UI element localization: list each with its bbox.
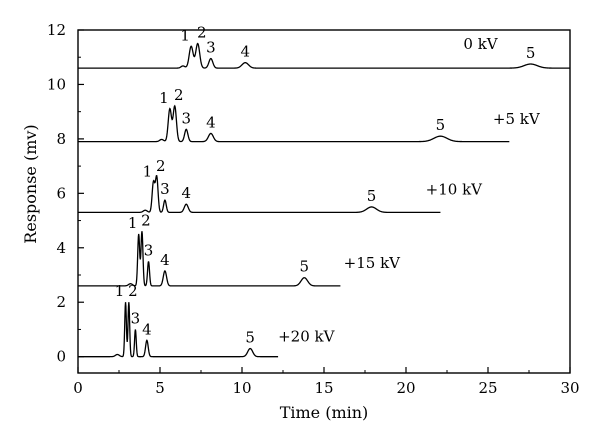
peak-label: 5 xyxy=(300,258,310,276)
peak-label: 1 xyxy=(143,162,153,180)
peak-label: 5 xyxy=(367,187,377,205)
y-tick-label: 2 xyxy=(56,293,66,311)
y-tick-label: 4 xyxy=(56,239,66,257)
y-tick-label: 0 xyxy=(56,348,66,366)
trace-line xyxy=(78,174,441,214)
peak-label: 3 xyxy=(144,241,154,259)
peak-label: 3 xyxy=(181,109,191,127)
trace-label: +5 kV xyxy=(493,110,541,128)
trace-label: +15 kV xyxy=(344,254,402,272)
trace-label: 0 kV xyxy=(463,35,498,53)
y-tick-label: 6 xyxy=(56,184,66,202)
trace-label: +20 kV xyxy=(278,328,336,346)
peak-label: 4 xyxy=(206,113,216,131)
peak-label: 2 xyxy=(141,211,151,229)
peak-label: 5 xyxy=(436,116,446,134)
peak-label: 4 xyxy=(241,43,251,61)
peak-label: 2 xyxy=(156,157,166,175)
peak-label: 5 xyxy=(245,329,255,347)
y-tick-label: 10 xyxy=(47,75,66,93)
peak-label: 1 xyxy=(180,26,190,44)
peak-label: 2 xyxy=(128,282,138,300)
peak-label: 1 xyxy=(115,282,125,300)
peak-label: 2 xyxy=(197,24,207,42)
x-axis-label: Time (min) xyxy=(280,403,369,422)
peak-label: 5 xyxy=(526,44,536,62)
trace-group: 1 2 34 5 +15 kV xyxy=(78,211,402,287)
x-tick-label: 20 xyxy=(396,379,415,397)
trace-line xyxy=(78,302,279,358)
peak-label: 3 xyxy=(206,39,216,57)
trace-line xyxy=(78,231,341,287)
trace-group: 1 2 34 5 +20 kV xyxy=(78,282,336,358)
peak-label: 1 xyxy=(128,214,138,232)
y-tick-label: 8 xyxy=(56,130,66,148)
trace-group: 1 2 3 4 5 +5 kV xyxy=(78,86,541,143)
trace-line xyxy=(78,42,570,69)
x-tick-label: 5 xyxy=(155,379,165,397)
plot-area: 1 23 4 50 kV1 23 4 5 +5 kV1 23 4 5 +10 kV1 234 5 +15 k… xyxy=(78,24,570,358)
y-axis-label: Response (mv) xyxy=(21,124,40,243)
peak-label: 4 xyxy=(142,320,152,338)
y-tick-label: 12 xyxy=(47,21,66,39)
trace-group: 1 2 3 4 5 +10 kV xyxy=(78,157,484,214)
trace-group: 1 23 4 5 0 kV xyxy=(78,24,570,69)
x-tick-label: 10 xyxy=(232,379,251,397)
x-tick-label: 15 xyxy=(314,379,333,397)
x-tick-label: 0 xyxy=(73,379,83,397)
x-tick-label: 25 xyxy=(478,379,497,397)
peak-label: 4 xyxy=(160,251,170,269)
peak-label: 3 xyxy=(131,309,141,327)
peak-label: 2 xyxy=(174,86,184,104)
trace-label: +10 kV xyxy=(426,181,484,199)
peak-label: 3 xyxy=(160,180,170,198)
x-tick-label: 30 xyxy=(560,379,579,397)
trace-line xyxy=(78,104,510,143)
peak-label: 1 xyxy=(159,89,169,107)
peak-label: 4 xyxy=(181,184,191,202)
